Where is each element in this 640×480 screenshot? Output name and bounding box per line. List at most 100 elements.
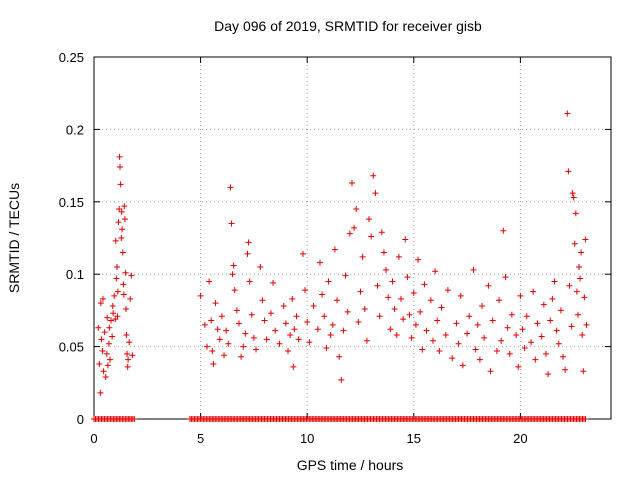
data-point xyxy=(444,287,451,294)
data-point xyxy=(508,311,515,318)
data-point xyxy=(116,206,123,213)
data-point xyxy=(432,268,439,275)
data-point xyxy=(119,249,126,256)
data-point xyxy=(532,356,539,363)
data-point xyxy=(126,339,133,346)
data-point xyxy=(310,303,317,310)
data-point xyxy=(395,253,402,260)
data-point xyxy=(125,356,132,363)
data-point xyxy=(106,324,113,331)
data-point xyxy=(230,262,237,269)
data-point xyxy=(519,326,526,333)
data-point xyxy=(118,235,125,241)
data-point xyxy=(122,269,129,276)
data-point xyxy=(489,317,496,324)
data-point xyxy=(406,311,413,318)
data-point xyxy=(438,304,445,311)
data-point xyxy=(117,164,124,171)
data-point xyxy=(206,278,213,285)
data-point xyxy=(572,210,579,217)
data-point xyxy=(104,314,111,321)
data-point xyxy=(481,334,488,341)
data-point xyxy=(570,194,577,201)
data-point xyxy=(498,337,505,344)
data-point xyxy=(97,389,104,396)
data-point xyxy=(197,292,204,299)
data-point xyxy=(560,353,567,360)
data-point xyxy=(259,297,266,304)
data-point xyxy=(316,259,323,266)
data-points xyxy=(91,110,590,422)
data-point xyxy=(325,278,332,285)
data-point xyxy=(123,332,130,339)
data-point xyxy=(513,332,520,339)
data-point xyxy=(304,318,311,325)
data-point xyxy=(540,301,547,308)
data-point xyxy=(114,263,121,270)
data-point xyxy=(112,237,119,244)
data-point xyxy=(415,256,422,263)
data-point xyxy=(120,281,127,288)
data-point xyxy=(306,339,313,346)
data-point xyxy=(502,274,509,281)
data-point xyxy=(496,297,503,304)
data-point xyxy=(280,303,287,310)
data-point xyxy=(581,294,588,301)
data-point xyxy=(96,360,103,367)
y-tick-label: 0.15 xyxy=(59,195,84,210)
data-point xyxy=(285,347,292,354)
data-point xyxy=(538,333,545,340)
data-point xyxy=(359,253,366,260)
data-point xyxy=(121,216,128,223)
data-point xyxy=(568,323,575,330)
data-point xyxy=(287,332,294,339)
y-tick-label: 0.25 xyxy=(59,50,84,65)
data-point xyxy=(506,350,513,357)
data-point xyxy=(227,184,234,191)
data-point xyxy=(393,332,400,339)
data-point xyxy=(272,327,279,334)
x-tick-label: 5 xyxy=(197,431,204,446)
data-point xyxy=(455,340,462,347)
x-tick-label: 15 xyxy=(407,431,421,446)
data-point xyxy=(290,363,297,370)
data-point xyxy=(231,287,238,294)
data-point xyxy=(244,250,251,257)
data-point xyxy=(429,337,436,344)
data-point xyxy=(542,350,549,357)
data-point xyxy=(565,168,572,175)
data-point xyxy=(457,292,464,299)
data-point xyxy=(557,307,564,314)
data-point xyxy=(122,305,129,312)
data-point xyxy=(238,353,245,360)
data-point xyxy=(385,294,392,301)
data-point xyxy=(459,362,466,369)
data-point xyxy=(263,336,270,343)
data-point xyxy=(114,288,121,295)
data-point xyxy=(218,313,225,320)
x-tick-label: 10 xyxy=(300,431,314,446)
data-point xyxy=(523,313,530,320)
data-point xyxy=(580,368,587,375)
data-point xyxy=(102,374,109,381)
data-point xyxy=(574,311,581,318)
data-point xyxy=(109,333,116,340)
y-tick-label: 0.05 xyxy=(59,340,84,355)
data-point xyxy=(353,206,360,213)
data-point xyxy=(327,332,334,339)
data-point xyxy=(223,327,230,334)
data-point xyxy=(517,292,524,299)
data-point xyxy=(370,172,377,179)
data-point xyxy=(208,317,215,324)
data-point xyxy=(261,317,268,324)
data-point xyxy=(98,336,105,343)
data-point xyxy=(111,292,118,299)
data-point xyxy=(363,337,370,344)
y-tick-label: 0.1 xyxy=(66,267,84,282)
x-tick-label: 20 xyxy=(513,431,527,446)
data-point xyxy=(571,240,578,247)
data-point xyxy=(104,362,111,369)
data-point xyxy=(389,278,396,285)
data-point xyxy=(504,324,511,331)
